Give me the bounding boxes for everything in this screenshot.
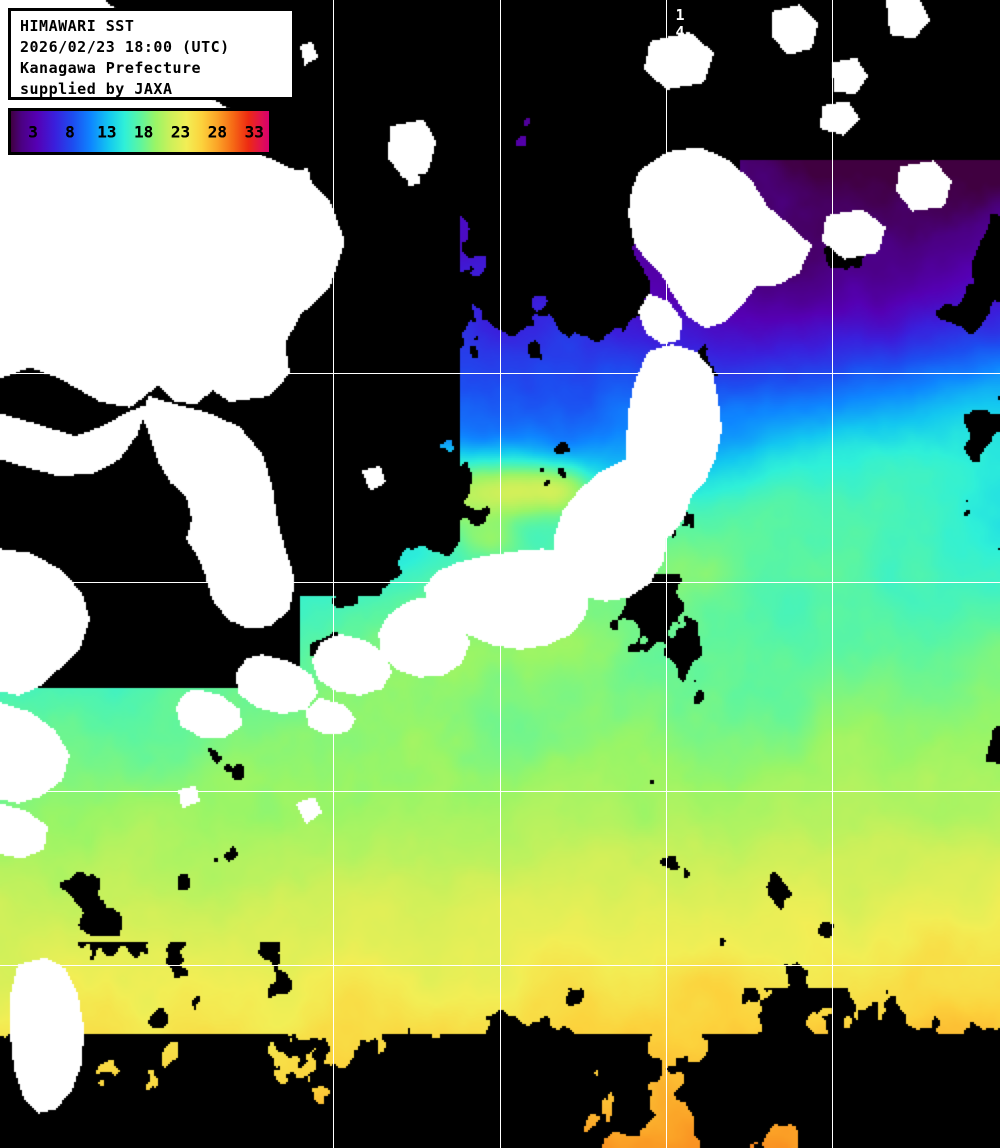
colorbar-tick-28: 28: [207, 122, 228, 141]
colorbar-tick-8: 8: [65, 122, 75, 141]
colorbar-tick-18: 18: [134, 122, 154, 141]
sst-colorbar: 3 8 13 18 23 28 33: [8, 108, 272, 155]
product-title: HIMAWARI SST: [20, 17, 135, 35]
colorbar-tick-3: 3: [28, 122, 38, 141]
latitude-label-40n: 40N: [0, 348, 34, 373]
product-info-box: HIMAWARI SST 2026/02/23 18:00 (UTC) Kana…: [8, 8, 295, 100]
colorbar-gradient: [11, 111, 269, 152]
colorbar-tick-23: 23: [170, 122, 191, 141]
product-timestamp: 2026/02/23 18:00 (UTC): [20, 38, 230, 56]
colorbar-tick-33: 33: [244, 122, 264, 141]
product-region: Kanagawa Prefecture: [20, 59, 202, 77]
longitude-label-140e: 140E: [671, 6, 689, 74]
colorbar-tick-13: 13: [97, 122, 117, 141]
colorbar-tick-labels: 3 8 13 18 23 28 33: [11, 111, 269, 152]
product-credit: supplied by JAXA: [20, 80, 173, 98]
